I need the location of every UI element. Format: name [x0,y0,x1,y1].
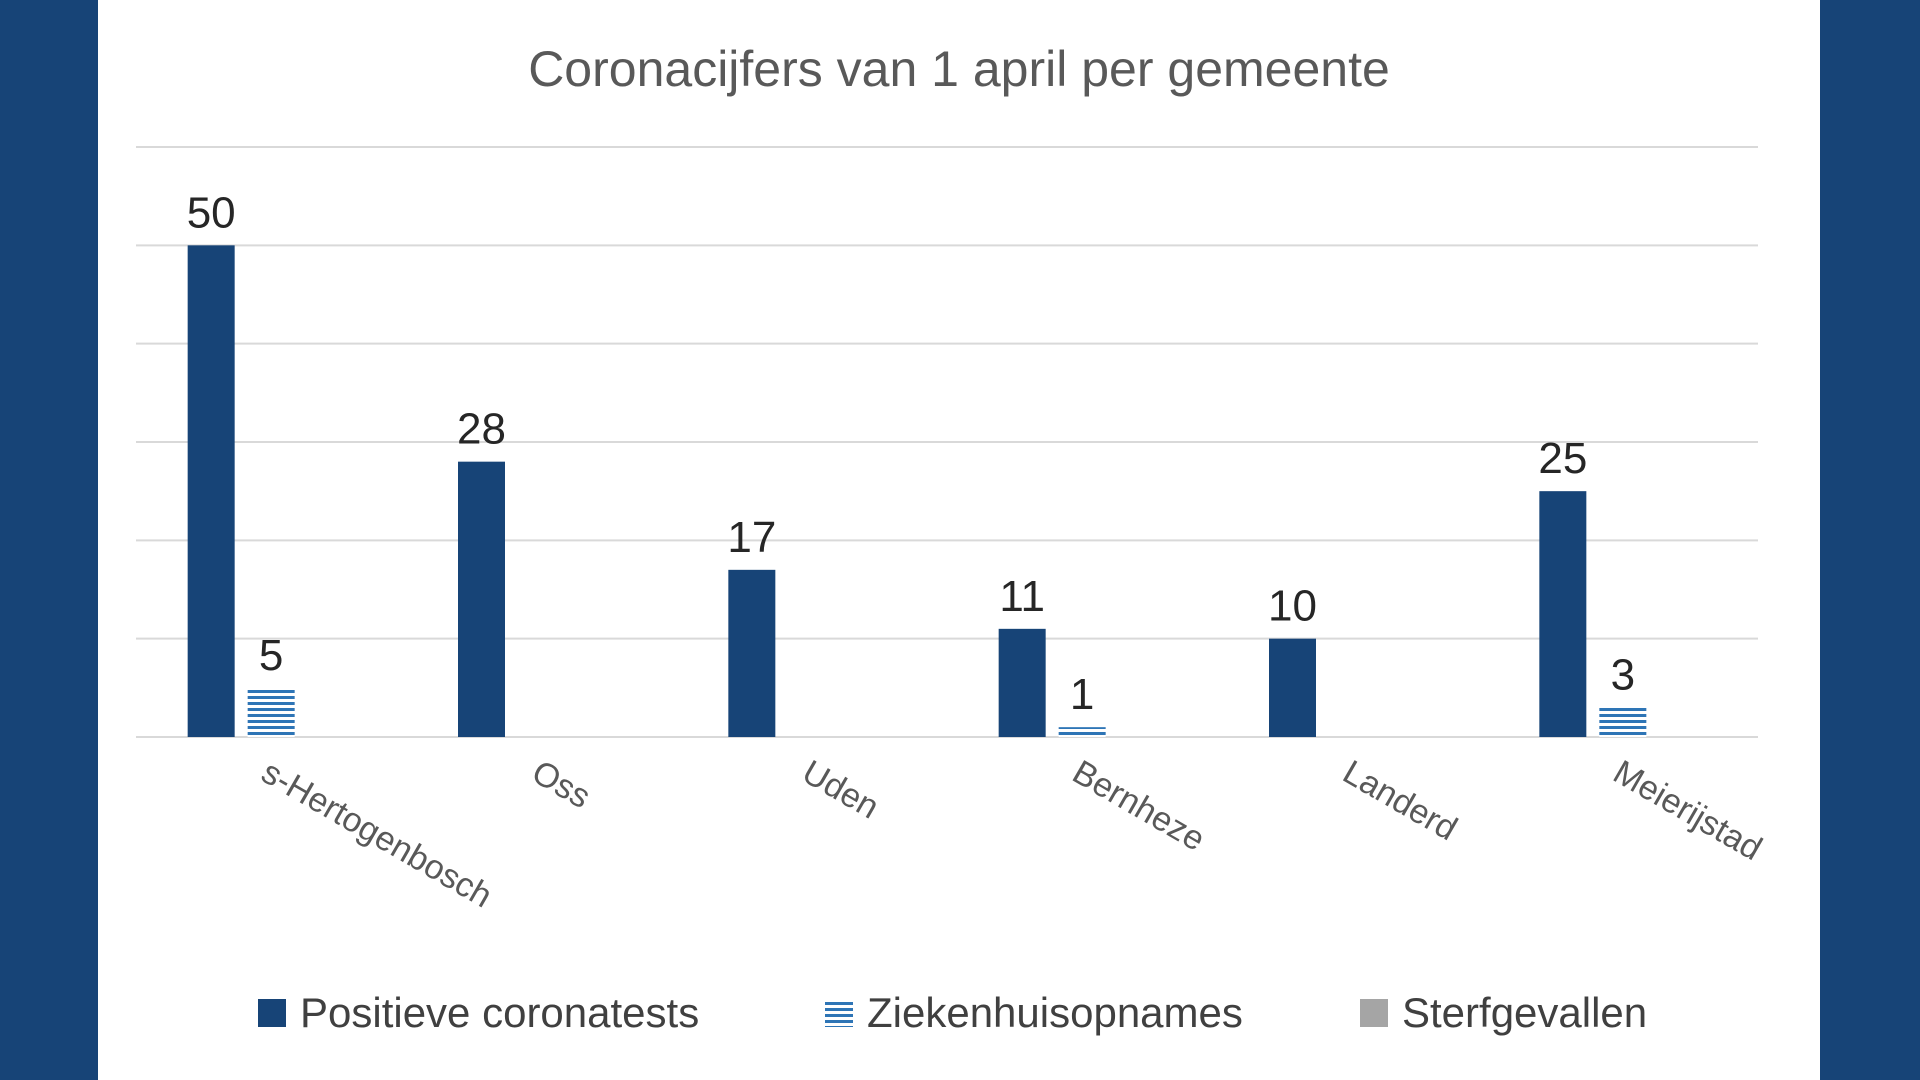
legend-swatch [825,999,853,1027]
data-label: 50 [187,188,236,237]
bar-chart: Coronacijfers van 1 april per gemeente 5… [136,41,1768,1036]
x-tick-label: s-Hertogenbosch [255,753,498,915]
bars [187,245,1647,738]
data-label: 28 [457,405,506,454]
legend-swatch [1360,999,1388,1027]
data-label: 11 [999,572,1045,621]
bar-positieve-coronatests-bernheze [998,628,1046,737]
x-tick-label: Uden [796,753,885,827]
bar-ziekenhuisopnames-bernheze [1058,727,1106,737]
bar-ziekenhuisopnames-meierijstad [1599,707,1647,737]
legend-label: Sterfgevallen [1402,989,1647,1036]
bar-positieve-coronatests-meierijstad [1539,491,1587,737]
data-label: 3 [1611,651,1635,700]
data-label: 10 [1268,582,1317,631]
legend-label: Positieve coronatests [300,989,699,1036]
bar-positieve-coronatests-oss [458,461,505,737]
legend-label: Ziekenhuisopnames [867,989,1243,1036]
bar-ziekenhuisopnames-s-hertogenbosch [247,687,295,737]
data-label: 1 [1070,670,1094,719]
data-label: 17 [727,513,776,562]
legend: Positieve coronatests Ziekenhuisopnames St… [258,989,1647,1036]
chart-title: Coronacijfers van 1 april per gemeente [528,41,1390,97]
bar-positieve-coronatests-s-hertogenbosch [187,245,235,738]
x-tick-label: Oss [526,753,597,816]
gridlines [136,146,1758,738]
data-label: 5 [259,631,283,680]
legend-swatch [258,999,286,1027]
data-label: 25 [1538,434,1587,483]
x-axis-tick-labels: s-Hertogenbosch Oss Uden Bernheze Landerd Mei… [255,753,1768,915]
x-tick-label: Bernheze [1066,753,1211,859]
x-tick-label: Landerd [1337,753,1464,848]
bar-positieve-coronatests-landerd [1269,638,1316,737]
x-tick-label: Meierijstad [1607,753,1768,868]
bar-positieve-coronatests-uden [728,569,776,737]
chart-panel: Coronacijfers van 1 april per gemeente 5… [98,0,1820,1080]
